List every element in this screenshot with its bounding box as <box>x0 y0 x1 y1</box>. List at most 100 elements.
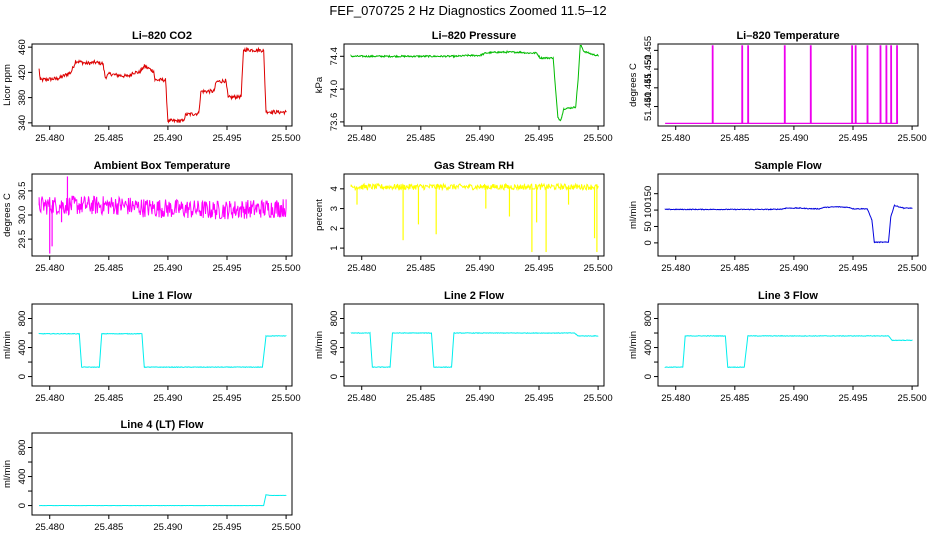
y-tick-label: 51.440 <box>643 92 654 121</box>
x-tick-label: 25.500 <box>898 133 927 144</box>
data-series-line <box>664 203 913 244</box>
data-series-line <box>38 332 287 369</box>
x-tick-label: 25.480 <box>661 133 690 144</box>
data-series-line <box>664 335 913 369</box>
y-tick-label: 1 <box>329 245 340 250</box>
y-tick-label: 4 <box>329 186 340 191</box>
data-series-line <box>38 195 287 220</box>
chart-panel-10: Line 4 (LT) Flow ml/min 25.480 25.485 25.490… <box>2 419 301 533</box>
x-tick-label: 25.495 <box>838 133 867 144</box>
x-tick-label: 25.480 <box>35 522 64 533</box>
y-tick-label: 420 <box>17 64 28 80</box>
y-axis-label: ml/min <box>628 201 639 229</box>
plot-frame <box>657 173 919 257</box>
x-tick-label: 25.480 <box>347 393 376 404</box>
y-tick-label: 150 <box>643 186 654 202</box>
y-tick-label: 460 <box>17 39 28 55</box>
x-tick-label: 25.490 <box>153 133 182 144</box>
y-tick-label: 0 <box>329 374 340 379</box>
x-tick-label: 25.485 <box>720 393 749 404</box>
x-tick-label: 25.485 <box>406 263 435 274</box>
chart-panel-6: Sample Flow ml/min 25.480 25.485 25.490 25.49… <box>628 160 927 274</box>
x-tick-label: 25.485 <box>406 393 435 404</box>
x-tick-label: 25.495 <box>212 263 241 274</box>
y-axis-label: ml/min <box>2 460 13 488</box>
x-tick-label: 25.490 <box>465 263 494 274</box>
x-tick-label: 25.490 <box>153 393 182 404</box>
x-tick-label: 25.490 <box>153 263 182 274</box>
y-tick-label: 800 <box>17 311 28 327</box>
x-tick-label: 25.500 <box>584 133 613 144</box>
panel-title: Ambient Box Temperature <box>94 160 231 172</box>
chart-panel-1: Li–820 CO2 Licor ppm 25.480 25.485 25.490 25.… <box>2 30 301 144</box>
chart-panel-8: Line 2 Flow ml/min 25.480 25.485 25.490 25.49… <box>314 290 613 404</box>
y-axis-label: ml/min <box>628 331 639 359</box>
x-tick-label: 25.495 <box>524 393 553 404</box>
y-tick-label: 50 <box>643 221 654 232</box>
plot-frame <box>31 303 293 387</box>
x-tick-label: 25.500 <box>584 393 613 404</box>
panel-title: Li–820 CO2 <box>132 30 192 42</box>
x-tick-label: 25.485 <box>94 263 123 274</box>
y-tick-label: 74.0 <box>329 80 340 99</box>
x-tick-label: 25.485 <box>406 133 435 144</box>
plot-frame <box>343 43 605 127</box>
x-tick-label: 25.480 <box>661 393 690 404</box>
y-axis-label: ml/min <box>2 331 13 359</box>
x-tick-label: 25.495 <box>212 522 241 533</box>
chart-panel-9: Line 3 Flow ml/min 25.480 25.485 25.490 25.49… <box>628 290 927 404</box>
x-tick-label: 25.500 <box>584 263 613 274</box>
x-tick-label: 25.500 <box>898 263 927 274</box>
y-tick-label: 3 <box>329 206 340 211</box>
x-tick-label: 25.480 <box>35 393 64 404</box>
plot-frame <box>657 43 919 127</box>
y-tick-label: 51.450 <box>643 55 654 84</box>
y-tick-label: 51.455 <box>643 36 654 65</box>
x-tick-label: 25.500 <box>272 393 301 404</box>
panel-title: Line 3 Flow <box>758 290 818 302</box>
x-tick-label: 25.490 <box>779 133 808 144</box>
y-tick-label: 340 <box>17 115 28 131</box>
y-tick-label: 400 <box>17 469 28 485</box>
x-tick-label: 25.480 <box>35 263 64 274</box>
y-axis-label: degrees C <box>628 63 639 107</box>
x-tick-label: 25.490 <box>779 263 808 274</box>
x-tick-label: 25.490 <box>153 522 182 533</box>
y-tick-label: 0 <box>17 503 28 508</box>
panel-title: Gas Stream RH <box>434 160 514 172</box>
panel-title: Sample Flow <box>754 160 822 172</box>
x-tick-label: 25.480 <box>347 133 376 144</box>
x-tick-label: 25.495 <box>524 133 553 144</box>
y-axis-label: kPa <box>314 76 325 93</box>
y-tick-label: 800 <box>643 311 654 327</box>
y-tick-label: 380 <box>17 90 28 106</box>
y-tick-label: 400 <box>329 340 340 356</box>
y-tick-label: 0 <box>643 374 654 379</box>
panel-title: Line 2 Flow <box>444 290 504 302</box>
x-tick-label: 25.495 <box>838 393 867 404</box>
y-axis-label: ml/min <box>314 331 325 359</box>
x-tick-label: 25.485 <box>94 522 123 533</box>
x-tick-label: 25.485 <box>94 133 123 144</box>
data-series-line <box>665 45 899 124</box>
plot-frame <box>657 303 919 387</box>
x-tick-label: 25.485 <box>94 393 123 404</box>
data-series-line <box>350 45 599 122</box>
x-tick-label: 25.500 <box>272 133 301 144</box>
x-tick-label: 25.485 <box>720 263 749 274</box>
figure-title: FEF_070725 2 Hz Diagnostics Zoomed 11.5–… <box>329 3 606 18</box>
plot-frame <box>31 432 293 516</box>
x-tick-label: 25.495 <box>524 263 553 274</box>
y-axis-label: percent <box>314 199 325 231</box>
y-tick-label: 74.4 <box>329 47 340 66</box>
y-tick-label: 51.445 <box>643 73 654 102</box>
x-tick-label: 25.500 <box>272 522 301 533</box>
y-tick-label: 800 <box>17 440 28 456</box>
chart-panel-7: Line 1 Flow ml/min 25.480 25.485 25.490 25.49… <box>2 290 301 404</box>
data-series-line <box>38 46 287 124</box>
panel-title: Line 4 (LT) Flow <box>121 419 204 431</box>
x-tick-label: 25.490 <box>465 393 494 404</box>
y-tick-label: 400 <box>643 340 654 356</box>
x-tick-label: 25.495 <box>212 133 241 144</box>
